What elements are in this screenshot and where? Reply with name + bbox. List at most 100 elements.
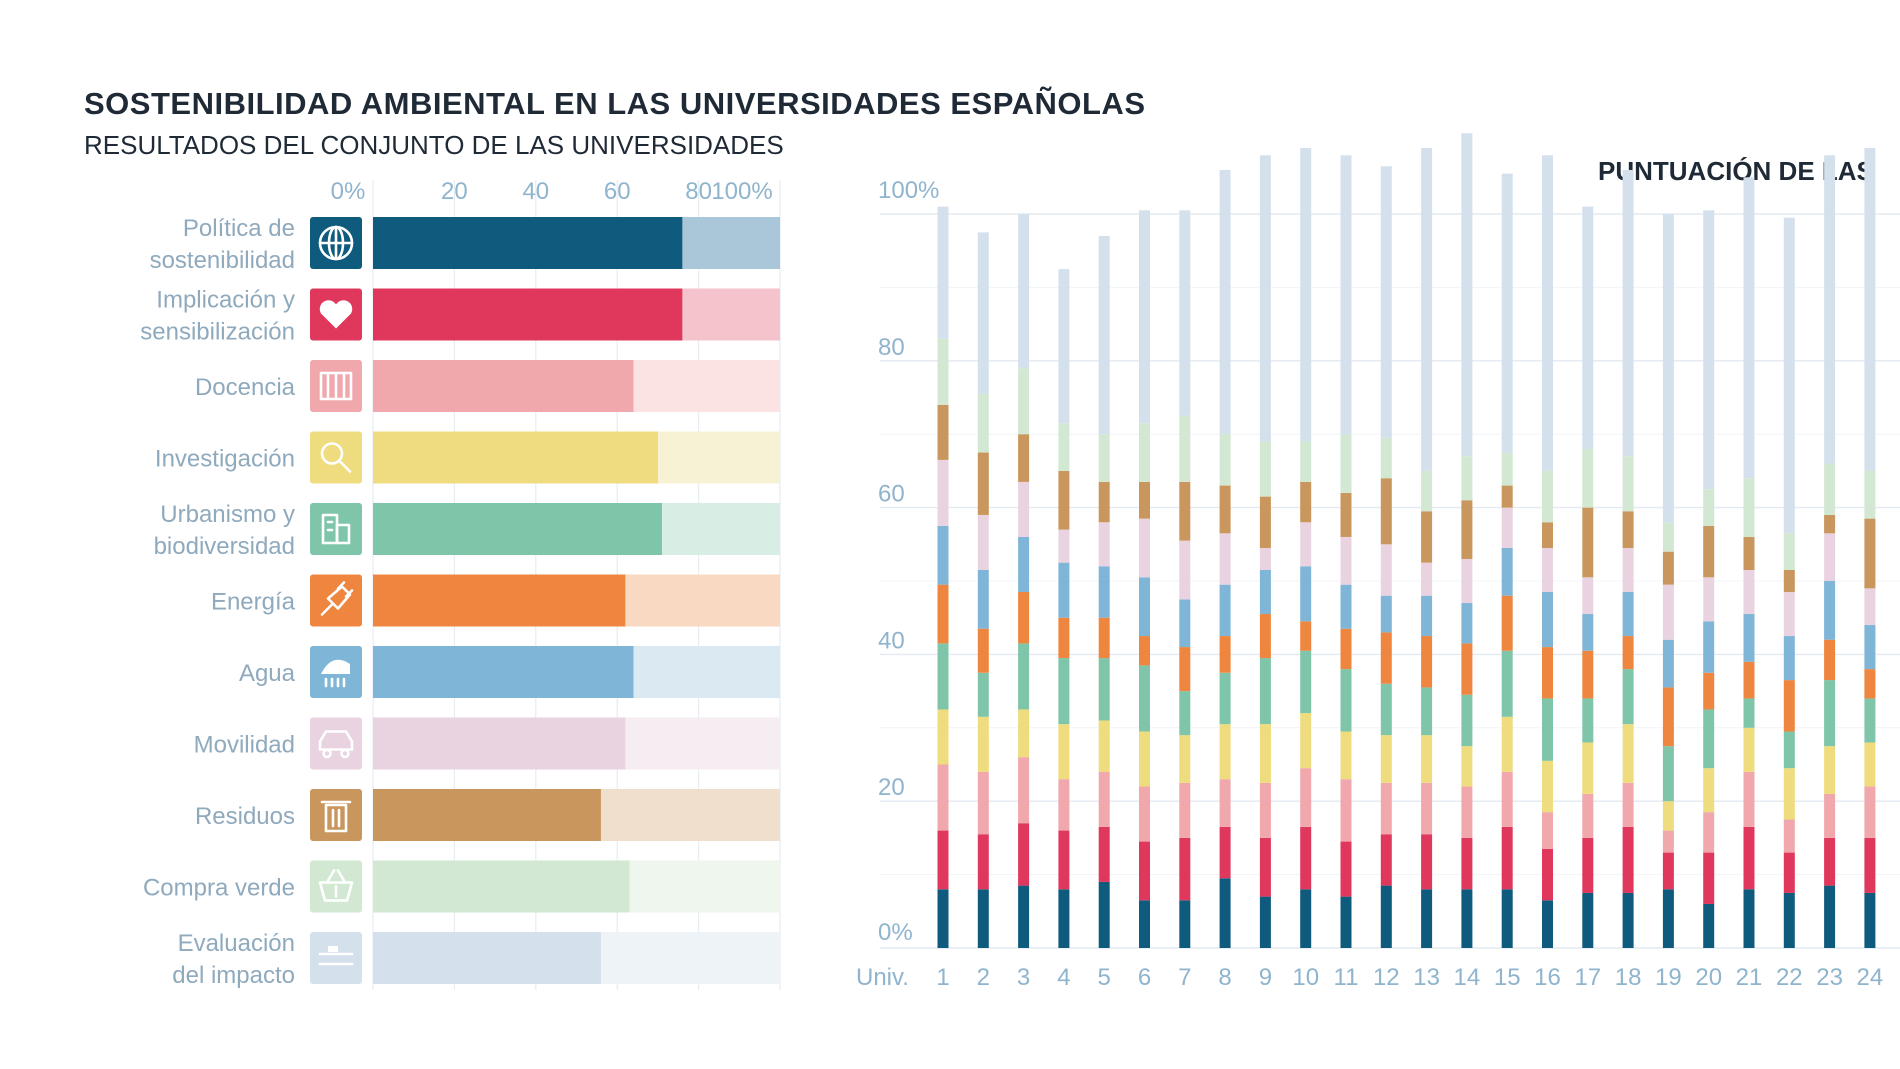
segment-10	[1139, 210, 1150, 424]
segment-10	[1259, 155, 1271, 442]
category-row-5: Energía	[211, 574, 780, 627]
segment-4	[1542, 698, 1553, 761]
university-bar-17: 17	[1574, 206, 1601, 991]
segment-5	[1703, 672, 1715, 710]
segment-6	[1743, 614, 1755, 662]
segment-2	[1139, 786, 1150, 842]
segment-4	[1058, 658, 1070, 725]
segment-5	[1340, 628, 1352, 670]
segment-10	[1864, 147, 1876, 471]
university-bar-24: 24	[1857, 147, 1883, 991]
university-bar-6: 6	[1138, 210, 1151, 991]
segment-10	[1380, 166, 1392, 438]
segment-5	[1582, 650, 1594, 699]
segment-8	[1783, 569, 1795, 593]
bar-9	[373, 860, 630, 913]
segment-4	[1380, 683, 1392, 736]
segment-7	[1501, 507, 1513, 548]
university-label: 3	[1017, 964, 1030, 991]
segment-0	[1662, 889, 1674, 948]
segment-6	[1824, 581, 1836, 640]
university-bar-5: 5	[1098, 236, 1111, 991]
segment-9	[937, 338, 949, 405]
segment-6	[1300, 566, 1312, 622]
university-label: 13	[1413, 964, 1440, 991]
segment-4	[1018, 643, 1030, 710]
segment-10	[1300, 147, 1312, 442]
university-bar-9: 9	[1259, 155, 1272, 991]
university-label: 18	[1615, 964, 1642, 991]
left-x-tick-label: 40	[522, 178, 549, 205]
segment-2	[1380, 782, 1392, 835]
segment-6	[977, 569, 989, 629]
right-y-tick-label: 40	[878, 627, 905, 654]
segment-0	[1582, 892, 1594, 948]
segment-10	[1662, 214, 1674, 523]
university-bar-10: 10	[1292, 147, 1319, 991]
university-bar-15: 15	[1494, 173, 1521, 991]
segment-10	[1018, 214, 1030, 369]
university-label: 4	[1057, 964, 1070, 991]
university-label: 23	[1816, 964, 1843, 991]
segment-8	[1058, 470, 1070, 530]
segment-9	[1542, 470, 1553, 523]
segment-9	[1662, 522, 1674, 552]
segment-3	[1098, 720, 1110, 772]
segment-9	[1300, 441, 1312, 482]
category-row-10: Evaluación del impacto	[172, 930, 780, 989]
segment-7	[1582, 577, 1594, 615]
segment-8	[1300, 481, 1312, 523]
icon-tile	[310, 789, 362, 841]
left-x-tick-label: 0%	[331, 178, 366, 205]
university-label: 11	[1334, 964, 1359, 991]
segment-7	[1461, 558, 1473, 604]
segment-2	[1259, 782, 1271, 838]
basket-icon	[318, 869, 354, 902]
segment-1	[937, 830, 949, 890]
book-icon	[319, 371, 353, 401]
university-label: 7	[1178, 964, 1191, 991]
segment-2	[937, 764, 949, 831]
segment-1	[1421, 834, 1433, 890]
segment-3	[937, 709, 949, 765]
segment-3	[1259, 724, 1271, 783]
segment-6	[1461, 603, 1473, 644]
segment-7	[1743, 569, 1755, 615]
segment-8	[1421, 511, 1433, 563]
segment-10	[937, 206, 949, 339]
segment-9	[1018, 368, 1030, 435]
segment-4	[1098, 658, 1110, 721]
segment-3	[1501, 716, 1513, 772]
segment-3	[1824, 746, 1836, 794]
segment-7	[977, 514, 989, 570]
category-row-8: Residuos	[195, 789, 780, 841]
university-label: 19	[1655, 964, 1682, 991]
segment-10	[1542, 155, 1553, 471]
segment-4	[1864, 698, 1876, 743]
water-icon	[321, 659, 350, 688]
segment-1	[1864, 837, 1876, 893]
segment-4	[1219, 672, 1231, 725]
building-icon	[321, 513, 351, 545]
university-label: 16	[1534, 964, 1561, 991]
segment-7	[1179, 540, 1191, 600]
segment-7	[1139, 518, 1150, 578]
segment-8	[1259, 496, 1271, 548]
segment-3	[977, 716, 989, 772]
bar-3	[373, 431, 658, 484]
segment-10	[1501, 173, 1513, 453]
segment-9	[1259, 441, 1271, 497]
right-y-tick-label: 100%	[878, 177, 939, 204]
segment-10	[1743, 177, 1755, 479]
segment-6	[1622, 592, 1634, 637]
segment-4	[1662, 746, 1674, 802]
segment-2	[1219, 779, 1231, 827]
chart-title: SOSTENIBILIDAD AMBIENTAL EN LAS UNIVERSI…	[84, 86, 1146, 121]
category-label: Compra verde	[143, 875, 295, 902]
university-bar-3: 3	[1017, 214, 1030, 991]
university-bar-19: 19	[1655, 214, 1682, 991]
segment-10	[1461, 133, 1473, 457]
segment-1	[1018, 823, 1030, 886]
category-label: biodiversidad	[154, 533, 295, 560]
segment-0	[1421, 889, 1433, 948]
